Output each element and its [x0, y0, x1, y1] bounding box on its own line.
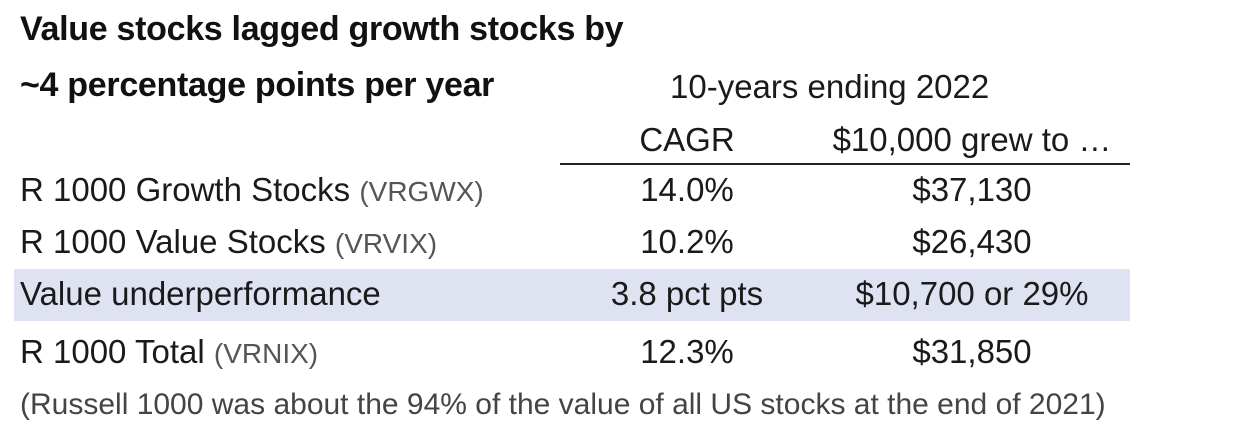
row-label-text: R 1000 Value Stocks — [20, 223, 326, 260]
row-label-text: R 1000 Total — [20, 333, 205, 370]
chart-subtitle: 10-years ending 2022 — [670, 68, 990, 105]
row-label: R 1000 Growth Stocks (VRGWX) — [20, 171, 484, 209]
table-row-total: R 1000 Total (VRNIX) 12.3% $31,850 — [14, 327, 1130, 379]
chart-title-line-2: ~4 percentage points per year — [20, 66, 495, 104]
column-header-cagr: CAGR — [639, 121, 735, 158]
fund-code: (VRNIX) — [213, 338, 319, 369]
row-label-text: R 1000 Growth Stocks — [20, 171, 351, 208]
cagr-value: 3.8 pct pts — [610, 275, 764, 312]
table-row-growth: R 1000 Growth Stocks (VRGWX) 14.0% $37,1… — [14, 165, 1130, 217]
row-label: Value underperformance — [20, 275, 381, 313]
column-header-grew-to: $10,000 grew to … — [832, 121, 1112, 158]
cagr-value: 10.2% — [640, 223, 734, 260]
grew-to-value: $31,850 — [912, 333, 1032, 370]
grew-to-value: $37,130 — [912, 171, 1032, 208]
grew-to-value: $26,430 — [912, 223, 1032, 260]
fund-code: (VRGWX) — [359, 176, 484, 207]
chart-title-line-1: Value stocks lagged growth stocks by — [20, 10, 624, 48]
footnote: (Russell 1000 was about the 94% of the v… — [20, 388, 1106, 421]
grew-to-value: $10,700 or 29% — [855, 275, 1089, 312]
fund-code: (VRVIX) — [334, 228, 438, 259]
table-row-underperformance: Value underperformance 3.8 pct pts $10,7… — [14, 269, 1130, 321]
cagr-value: 12.3% — [640, 333, 734, 370]
row-label: R 1000 Total (VRNIX) — [20, 333, 318, 371]
row-label: R 1000 Value Stocks (VRVIX) — [20, 223, 437, 261]
row-label-text: Value underperformance — [20, 275, 381, 312]
header-divider — [560, 163, 1130, 165]
cagr-value: 14.0% — [640, 171, 734, 208]
table-row-value: R 1000 Value Stocks (VRVIX) 10.2% $26,43… — [14, 217, 1130, 269]
